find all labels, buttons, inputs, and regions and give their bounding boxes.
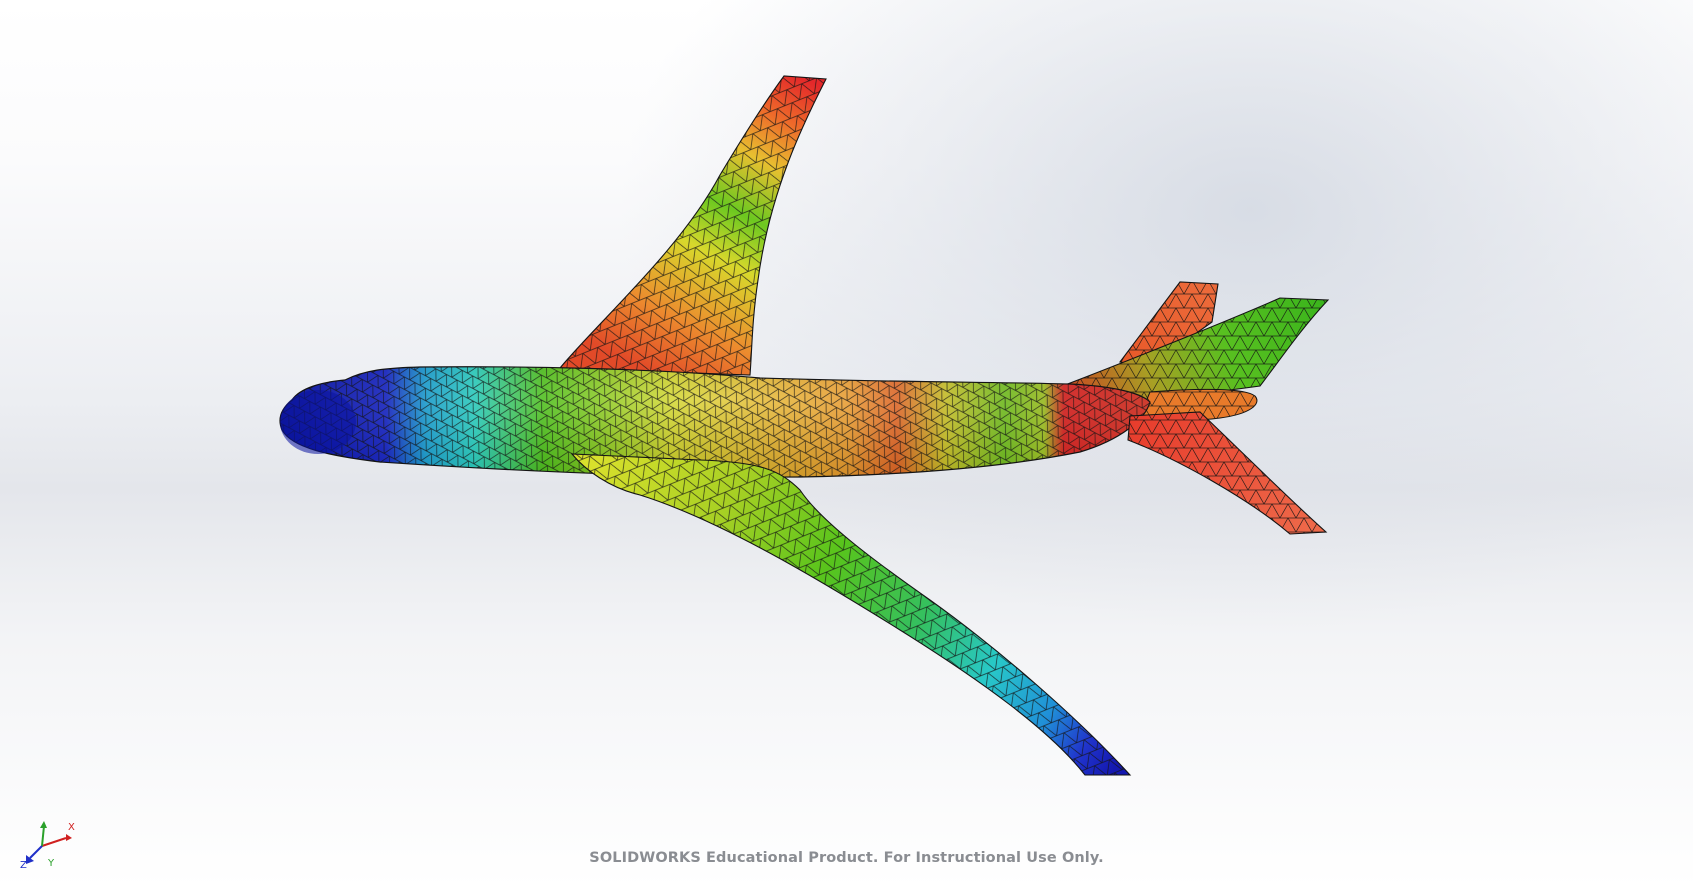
triad-y-label: Y — [47, 858, 55, 868]
upper-horizontal-stabilizer[interactable] — [1063, 297, 1330, 403]
upper-wing[interactable] — [558, 75, 827, 376]
triad-x-label: X — [68, 822, 75, 833]
fuselage[interactable] — [279, 366, 1151, 478]
triad-z-label: Z — [20, 860, 27, 868]
educational-watermark: SOLIDWORKS Educational Product. For Inst… — [589, 850, 1104, 866]
lower-horizontal-stabilizer[interactable] — [1127, 411, 1328, 535]
lower-wing[interactable] — [570, 453, 1132, 776]
orientation-triad-icon[interactable]: X Y Z — [20, 818, 76, 868]
tail-cone[interactable] — [1139, 388, 1258, 421]
